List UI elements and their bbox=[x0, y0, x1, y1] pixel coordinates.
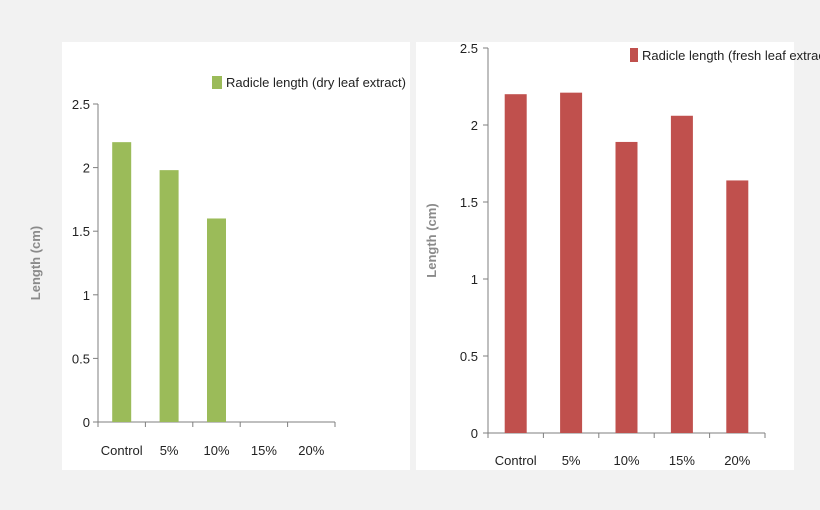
y-tick-label: 0 bbox=[83, 415, 90, 430]
legend-swatch bbox=[212, 76, 222, 89]
x-tick-label: 20% bbox=[298, 443, 324, 458]
bar bbox=[560, 92, 583, 433]
y-tick-label: 2.5 bbox=[72, 97, 90, 112]
y-tick-label: 0.5 bbox=[460, 349, 478, 364]
bar bbox=[670, 115, 693, 433]
x-tick-label: 15% bbox=[669, 453, 695, 468]
bar bbox=[207, 218, 226, 422]
y-tick-label: 1.5 bbox=[72, 224, 90, 239]
dry-extract-chart: 0 0.5 1 1.5 2 2.5 Control 5% 10% 15% 20% Radicle le… bbox=[28, 75, 406, 458]
x-tick-label: Control bbox=[495, 453, 537, 468]
fresh-extract-chart: 0 0.5 1 1.5 2 2.5 Control 5% 10% 15% 20% Radicle le… bbox=[424, 41, 820, 468]
y-tick-label: 0 bbox=[471, 426, 478, 441]
y-tick-label: 0.5 bbox=[72, 351, 90, 366]
y-axis-label: Length (cm) bbox=[28, 226, 43, 300]
legend-swatch bbox=[630, 48, 638, 62]
y-tick-label: 1 bbox=[83, 288, 90, 303]
y-tick-label: 1.5 bbox=[460, 195, 478, 210]
x-tick-label: 15% bbox=[251, 443, 277, 458]
bar bbox=[504, 94, 527, 433]
bar bbox=[726, 180, 749, 433]
x-tick-label: 10% bbox=[613, 453, 639, 468]
y-tick-label: 2 bbox=[83, 161, 90, 176]
bar bbox=[159, 170, 179, 422]
x-tick-label: Control bbox=[101, 443, 143, 458]
x-tick-label: 5% bbox=[160, 443, 179, 458]
x-tick-label: 20% bbox=[724, 453, 750, 468]
legend-label: Radicle length (fresh leaf extract) bbox=[642, 48, 820, 63]
y-tick-label: 2.5 bbox=[460, 41, 478, 56]
bar bbox=[112, 142, 132, 422]
legend-label: Radicle length (dry leaf extract) bbox=[226, 75, 406, 90]
x-tick-label: 5% bbox=[562, 453, 581, 468]
bar bbox=[615, 141, 638, 433]
x-tick-label: 10% bbox=[203, 443, 229, 458]
y-tick-label: 1 bbox=[471, 272, 478, 287]
y-tick-label: 2 bbox=[471, 118, 478, 133]
y-axis-label: Length (cm) bbox=[424, 203, 439, 277]
